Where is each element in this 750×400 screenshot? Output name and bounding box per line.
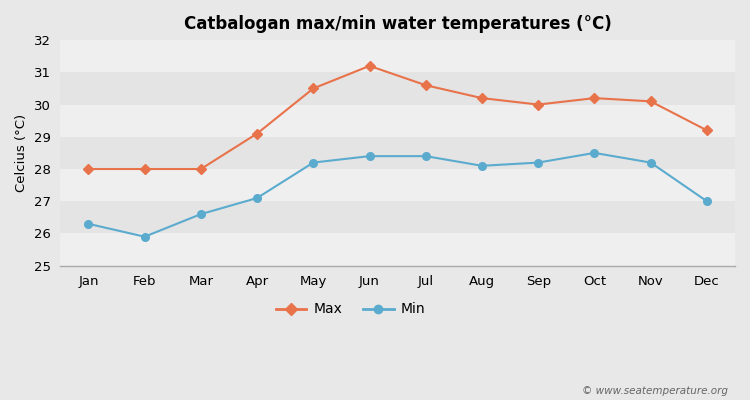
Bar <box>60 72 735 104</box>
Text: © www.seatemperature.org: © www.seatemperature.org <box>581 386 728 396</box>
Y-axis label: Celcius (°C): Celcius (°C) <box>15 114 28 192</box>
Title: Catbalogan max/min water temperatures (°C): Catbalogan max/min water temperatures (°… <box>184 15 611 33</box>
Bar <box>60 169 735 201</box>
Bar <box>60 137 735 169</box>
Bar <box>60 40 735 72</box>
Bar <box>60 201 735 234</box>
Bar <box>60 234 735 266</box>
Bar <box>60 104 735 137</box>
Legend: Max, Min: Max, Min <box>270 297 430 322</box>
